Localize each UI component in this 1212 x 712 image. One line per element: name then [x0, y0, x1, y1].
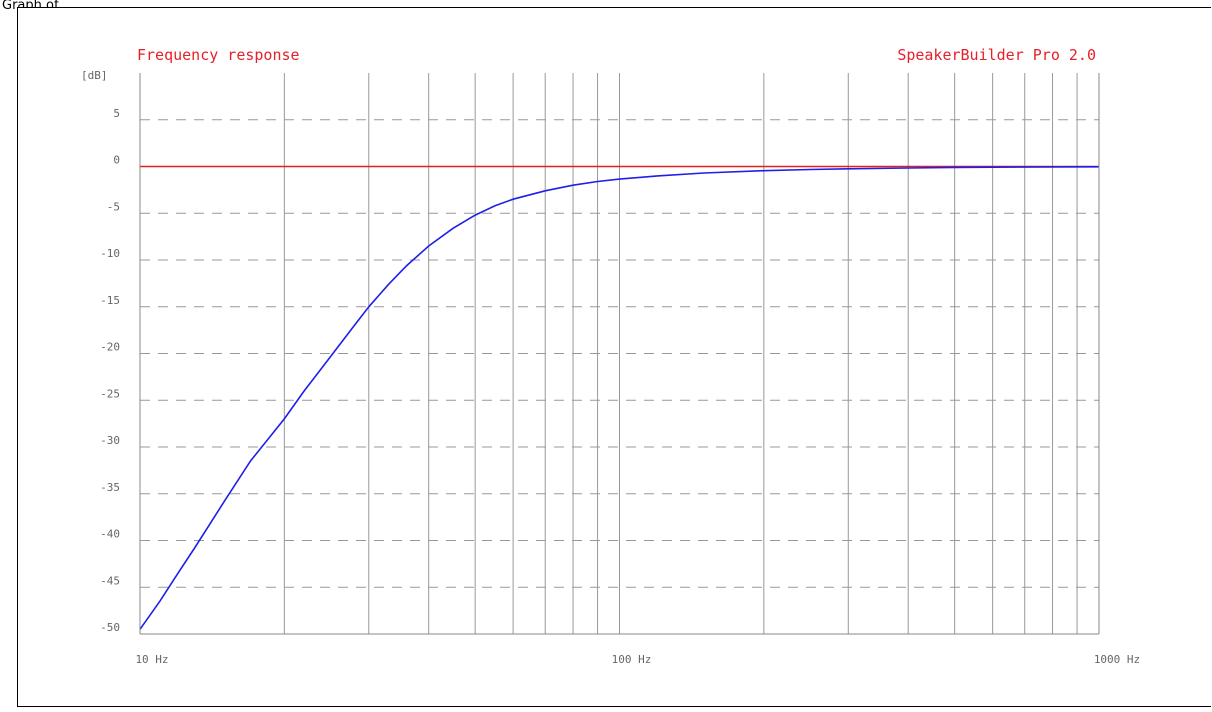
response-curve-point — [954, 167, 955, 168]
y-tick-label: -45 — [100, 574, 120, 587]
frequency-response-chart: 5 0 -5 -10 -15 -20 -25 -30 -35 -40 -45 -50 10 Hz 100 … — [81, 46, 1140, 666]
response-curve-point — [194, 547, 195, 548]
response-curve-point — [810, 169, 811, 170]
software-brand-label: SpeakerBuilder Pro 2.0 — [897, 46, 1096, 64]
grid — [140, 73, 1099, 634]
response-curve-point — [330, 356, 331, 357]
axes — [139, 73, 1100, 635]
y-tick-label: -25 — [100, 387, 120, 400]
tick-labels: 5 0 -5 -10 -15 -20 -25 -30 -35 -40 -45 -50 10 Hz 100 … — [100, 107, 1140, 666]
response-curve-point — [992, 167, 993, 168]
response-curve-point — [494, 205, 495, 206]
y-tick-label: -20 — [100, 341, 120, 354]
response-curve-point — [177, 573, 178, 574]
y-tick-label: -30 — [100, 434, 120, 447]
y-tick-label: 5 — [113, 107, 120, 120]
response-curve-point — [250, 460, 251, 461]
response-curve-point — [368, 306, 369, 307]
reference-line-point — [368, 166, 369, 167]
chart-title: Frequency response — [137, 46, 300, 64]
response-curve-point — [284, 418, 285, 419]
response-curve-point — [304, 390, 305, 391]
reference-line-point — [284, 166, 285, 167]
reference-line-point — [908, 166, 909, 167]
response-curve-point — [545, 190, 546, 191]
response-curve-point — [1052, 166, 1053, 167]
reference-line-point — [848, 166, 849, 167]
response-curve-point — [908, 167, 909, 168]
x-tick-label: 1000 Hz — [1094, 653, 1140, 666]
y-tick-label: -15 — [100, 294, 120, 307]
reference-line-point — [572, 166, 573, 167]
response-curve-point — [475, 215, 476, 216]
response-curve-point — [657, 175, 658, 176]
y-tick-label: -40 — [100, 528, 120, 541]
response-curve-point — [597, 181, 598, 182]
response-curve-point — [619, 179, 620, 180]
reference-line-point — [428, 166, 429, 167]
x-tick-label: 10 Hz — [135, 653, 168, 666]
response-curve-point — [513, 199, 514, 200]
y-tick-label: -50 — [100, 621, 120, 634]
y-tick-label: -5 — [107, 200, 120, 213]
response-curve-point — [388, 284, 389, 285]
reference-line-point — [545, 166, 546, 167]
reference-line-point — [475, 166, 476, 167]
response-curve-point — [159, 601, 160, 602]
reference-line-point — [513, 166, 514, 167]
y-tick-label: 0 — [113, 154, 120, 167]
response-curve-point — [453, 228, 454, 229]
response-curve-point — [703, 172, 704, 173]
reference-line-point — [619, 166, 620, 167]
series-layer — [139, 165, 1100, 630]
x-tick-label: 100 Hz — [612, 653, 652, 666]
y-tick-label: -10 — [100, 247, 120, 260]
response-curve-point — [354, 325, 355, 326]
response-curve-point — [428, 245, 429, 246]
reference-line-point — [597, 166, 598, 167]
response-curve-point — [848, 168, 849, 169]
response-curve-point — [209, 523, 210, 524]
response-curve-point — [763, 170, 764, 171]
chart-panel: 5 0 -5 -10 -15 -20 -25 -30 -35 -40 -45 -50 10 Hz 100 … — [17, 7, 1211, 707]
response-curve-point — [406, 265, 407, 266]
y-axis-unit-label: [dB] — [81, 69, 108, 82]
reference-line-point — [763, 166, 764, 167]
y-tick-label: -35 — [100, 481, 120, 494]
response-curve-point — [572, 185, 573, 186]
response-curve-point — [224, 501, 225, 502]
response-curve — [139, 166, 1100, 630]
